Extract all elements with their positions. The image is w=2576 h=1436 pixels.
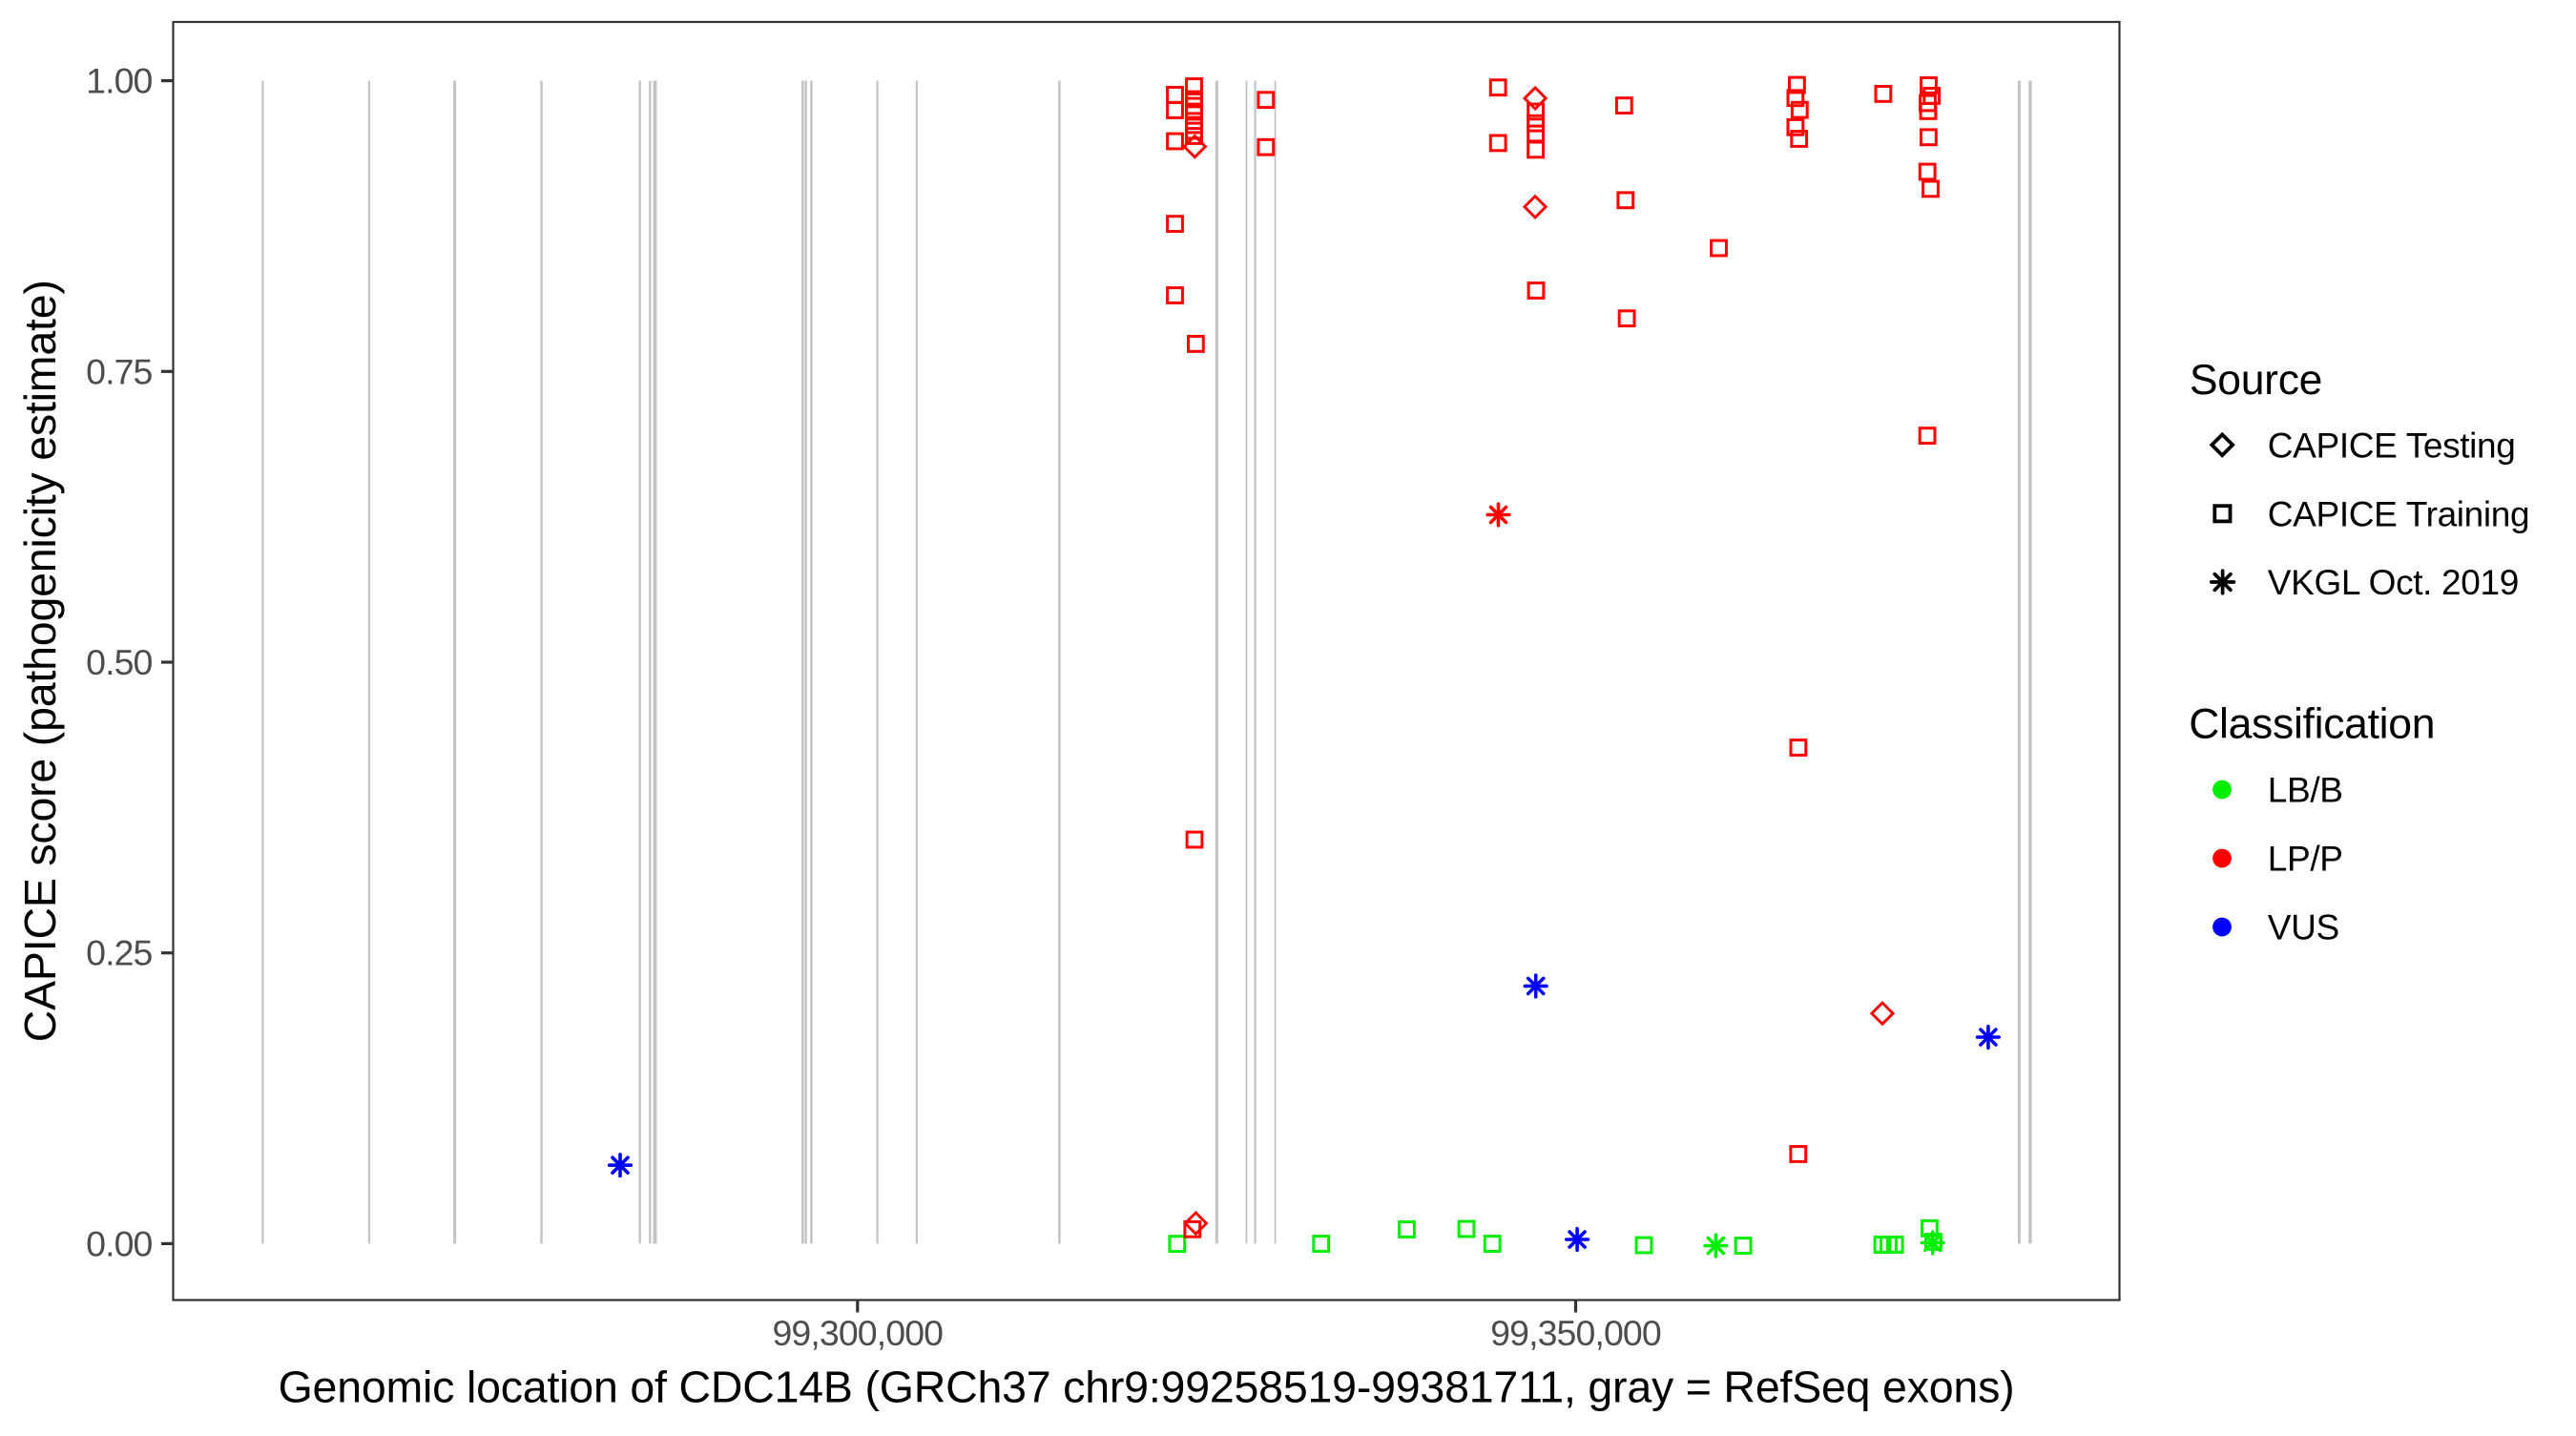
- svg-text:CAPICE Training: CAPICE Training: [2268, 495, 2529, 534]
- svg-text:VUS: VUS: [2268, 908, 2339, 947]
- svg-text:1.00: 1.00: [86, 61, 152, 101]
- svg-text:Genomic location of CDC14B (GR: Genomic location of CDC14B (GRCh37 chr9:…: [279, 1363, 2015, 1412]
- svg-text:99,350,000: 99,350,000: [1490, 1313, 1661, 1353]
- svg-text:CAPICE Testing: CAPICE Testing: [2268, 427, 2516, 466]
- svg-text:VKGL Oct. 2019: VKGL Oct. 2019: [2268, 563, 2519, 602]
- svg-text:LB/B: LB/B: [2268, 771, 2343, 810]
- svg-text:LP/P: LP/P: [2268, 840, 2343, 879]
- svg-text:99,300,000: 99,300,000: [772, 1313, 943, 1353]
- svg-text:Classification: Classification: [2189, 701, 2435, 748]
- svg-text:0.75: 0.75: [86, 351, 152, 391]
- svg-text:0.00: 0.00: [86, 1223, 152, 1263]
- svg-text:CAPICE score (pathogenicity es: CAPICE score (pathogenicity estimate): [15, 280, 65, 1042]
- svg-text:0.50: 0.50: [86, 642, 152, 682]
- svg-text:Source: Source: [2190, 357, 2322, 404]
- svg-text:0.25: 0.25: [86, 933, 152, 973]
